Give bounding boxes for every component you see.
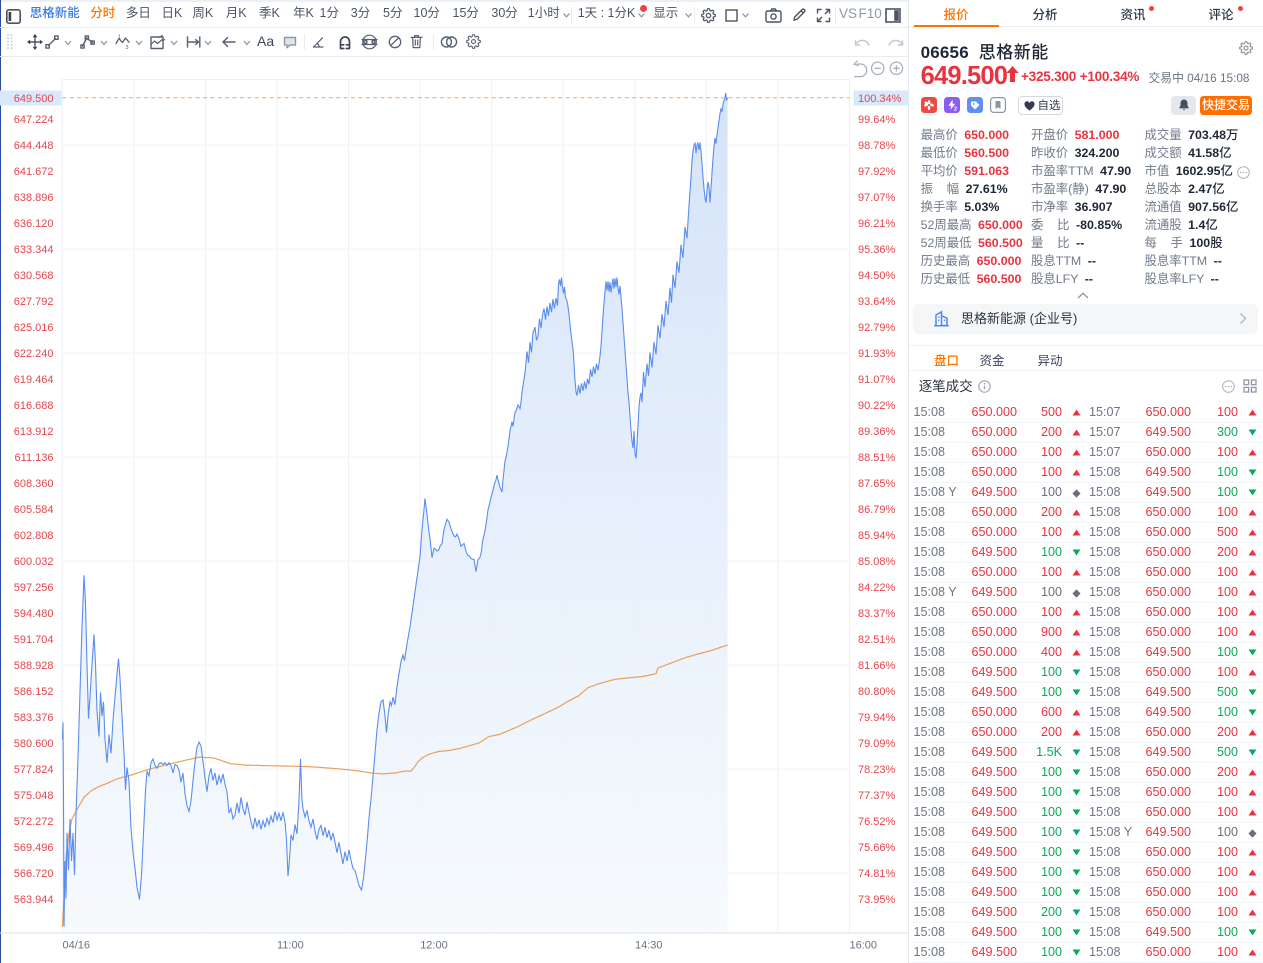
svg-text:644.448: 644.448: [14, 140, 54, 152]
svg-text:95.36%: 95.36%: [858, 244, 896, 256]
svg-text:622.240: 622.240: [14, 348, 54, 360]
svg-text:12:00: 12:00: [420, 940, 448, 952]
svg-text:1: 1: [118, 35, 121, 41]
svg-text:88.51%: 88.51%: [858, 452, 896, 464]
svg-text:566.720: 566.720: [14, 868, 54, 880]
svg-text:73.95%: 73.95%: [858, 894, 896, 906]
svg-text:577.824: 577.824: [14, 764, 54, 776]
svg-text:80.80%: 80.80%: [858, 686, 896, 698]
svg-text:3: 3: [126, 45, 129, 50]
svg-text:638.896: 638.896: [14, 192, 54, 204]
svg-text:91.93%: 91.93%: [858, 348, 896, 360]
svg-text:78.23%: 78.23%: [858, 764, 896, 776]
svg-text:569.496: 569.496: [14, 842, 54, 854]
svg-text:76.52%: 76.52%: [858, 816, 896, 828]
svg-text:616.688: 616.688: [14, 400, 54, 412]
svg-text:04/16: 04/16: [63, 940, 91, 952]
svg-text:597.256: 597.256: [14, 582, 54, 594]
svg-text:85.94%: 85.94%: [858, 530, 896, 542]
svg-text:84.22%: 84.22%: [858, 582, 896, 594]
svg-text:594.480: 594.480: [14, 608, 54, 620]
svg-text:83.37%: 83.37%: [858, 608, 896, 620]
svg-text:79.09%: 79.09%: [858, 738, 896, 750]
svg-text:641.672: 641.672: [14, 166, 54, 178]
svg-text:16:00: 16:00: [850, 940, 878, 952]
svg-text:611.136: 611.136: [15, 452, 54, 464]
svg-text:11:00: 11:00: [277, 940, 304, 952]
svg-text:100.34%: 100.34%: [858, 93, 902, 105]
svg-text:79.94%: 79.94%: [858, 712, 896, 724]
svg-text:572.272: 572.272: [14, 816, 54, 828]
svg-text:619.464: 619.464: [14, 374, 54, 386]
svg-text:14:30: 14:30: [635, 940, 663, 952]
svg-text:649.500: 649.500: [14, 93, 54, 105]
svg-text:636.120: 636.120: [14, 218, 54, 230]
svg-text:99.64%: 99.64%: [858, 114, 896, 126]
svg-text:630.568: 630.568: [14, 270, 54, 282]
svg-text:583.376: 583.376: [14, 712, 54, 724]
svg-text:97.07%: 97.07%: [858, 192, 896, 204]
svg-text:602.808: 602.808: [14, 530, 54, 542]
svg-text:85.08%: 85.08%: [858, 556, 896, 568]
svg-text:90.22%: 90.22%: [858, 400, 896, 412]
svg-text:588.928: 588.928: [14, 660, 54, 672]
svg-text:625.016: 625.016: [14, 322, 54, 334]
svg-text:586.152: 586.152: [14, 686, 54, 698]
svg-text:627.792: 627.792: [14, 296, 54, 308]
svg-text:647.224: 647.224: [14, 114, 54, 126]
svg-text:600.032: 600.032: [14, 556, 54, 568]
svg-text:91.07%: 91.07%: [858, 374, 896, 386]
svg-text:580.600: 580.600: [14, 738, 54, 750]
svg-text:94.50%: 94.50%: [858, 270, 896, 282]
svg-text:613.912: 613.912: [14, 426, 54, 438]
svg-text:74.81%: 74.81%: [858, 868, 896, 880]
svg-text:93.64%: 93.64%: [858, 296, 896, 308]
svg-text:89.36%: 89.36%: [858, 426, 896, 438]
svg-text:96.21%: 96.21%: [858, 218, 896, 230]
svg-text:81.66%: 81.66%: [858, 660, 896, 672]
svg-text:98.78%: 98.78%: [858, 140, 896, 152]
svg-text:82.51%: 82.51%: [858, 634, 896, 646]
svg-text:75.66%: 75.66%: [858, 842, 896, 854]
svg-text:86.79%: 86.79%: [858, 504, 896, 516]
svg-text:563.944: 563.944: [14, 894, 54, 906]
svg-text:605.584: 605.584: [14, 504, 54, 516]
svg-text:87.65%: 87.65%: [858, 478, 896, 490]
svg-text:608.360: 608.360: [14, 478, 54, 490]
svg-text:77.37%: 77.37%: [858, 790, 896, 802]
svg-text:2: 2: [954, 107, 957, 113]
svg-text:633.344: 633.344: [14, 244, 54, 256]
svg-text:92.79%: 92.79%: [858, 322, 896, 334]
svg-text:97.92%: 97.92%: [858, 166, 896, 178]
svg-text:591.704: 591.704: [14, 634, 54, 646]
svg-text:575.048: 575.048: [14, 790, 54, 802]
